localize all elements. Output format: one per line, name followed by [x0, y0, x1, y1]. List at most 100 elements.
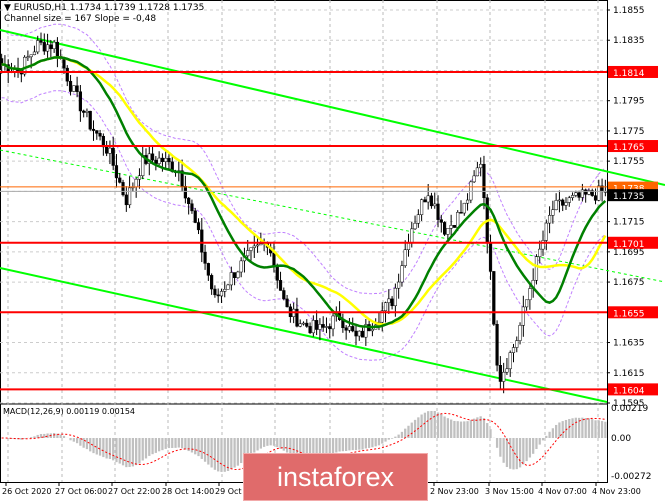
level-label: 1.1765 [613, 143, 645, 153]
candle [328, 323, 331, 338]
candle-body [404, 250, 407, 266]
macd-histogram-bar [253, 438, 255, 453]
candle [227, 284, 230, 289]
macd-histogram-bar [447, 418, 449, 438]
macd-histogram-bar [601, 421, 603, 438]
candle-body [53, 42, 56, 49]
macd-histogram-bar [473, 419, 475, 438]
candle-body [492, 271, 495, 324]
candle [568, 196, 571, 207]
candle [33, 46, 36, 55]
macd-histogram-bar [440, 414, 442, 438]
macd-histogram-bar [86, 438, 88, 449]
candle-body [230, 273, 233, 285]
candle [214, 285, 217, 297]
macd-histogram-bar [207, 438, 209, 465]
macd-histogram-bar [33, 436, 35, 438]
candle-body [456, 212, 459, 227]
candle [187, 197, 190, 214]
time-axis-label: 26 Oct 2020 [2, 487, 51, 496]
macd-histogram-bar [568, 419, 570, 438]
candle [233, 272, 236, 285]
candle [69, 75, 72, 95]
macd-histogram-bar [165, 438, 167, 449]
candle [545, 220, 548, 251]
candle-body [430, 196, 433, 206]
candle [578, 191, 581, 201]
candle-body [138, 176, 141, 179]
macd-histogram-bar [155, 438, 157, 453]
candle [460, 200, 463, 213]
macd-histogram-bar [171, 438, 173, 448]
candle-body [223, 289, 226, 291]
macd-histogram-bar [237, 438, 239, 466]
candle-body [233, 273, 236, 278]
macd-histogram-bar [273, 438, 275, 446]
candle [56, 37, 59, 67]
candle [525, 300, 528, 311]
candle-body [552, 210, 555, 216]
macd-histogram-bar [96, 438, 98, 455]
candle-body [155, 160, 158, 164]
candle-body [397, 282, 400, 288]
candle [66, 65, 69, 86]
candle [23, 55, 26, 76]
candle [387, 289, 390, 314]
candle [315, 310, 318, 335]
candle-body [437, 204, 440, 220]
candle [348, 318, 351, 333]
macd-histogram-bar [46, 433, 48, 438]
candle-body [414, 223, 417, 229]
candle-body [69, 81, 72, 91]
candle-body [302, 323, 305, 324]
candle-body [574, 193, 577, 196]
macd-histogram-bar [115, 438, 117, 462]
macd-histogram-bar [355, 438, 357, 450]
candle [27, 50, 30, 61]
macd-histogram-bar [443, 416, 445, 438]
candle [128, 176, 131, 208]
candle-body [279, 280, 282, 290]
time-axis-label: 2 Nov 23:00 [430, 487, 479, 496]
candle-body [282, 290, 285, 298]
candle-body [345, 328, 348, 331]
macd-histogram-bar [404, 429, 406, 438]
candle-body [184, 186, 187, 198]
candle [125, 186, 128, 212]
candle-body [529, 289, 532, 300]
macd-histogram-bar [453, 421, 455, 438]
macd-tick-label: -0.00272 [611, 472, 651, 482]
candle-body [489, 243, 492, 272]
candle [279, 272, 282, 291]
candle-body [420, 200, 423, 215]
macd-histogram-bar [112, 438, 114, 460]
candle-body [538, 249, 541, 257]
candle-body [260, 244, 263, 245]
candle [299, 319, 302, 327]
price-tick-label: 1.1635 [613, 339, 645, 349]
candle [466, 193, 469, 210]
candle-body [519, 325, 522, 340]
macd-histogram-bar [460, 422, 462, 438]
candle [591, 189, 594, 197]
candle-body [433, 204, 436, 206]
candle [532, 268, 535, 297]
macd-histogram-bar [283, 438, 285, 451]
candle-body [305, 323, 308, 326]
candle [76, 77, 79, 97]
macd-histogram-bar [184, 438, 186, 450]
macd-histogram-bar [348, 438, 350, 450]
candle-body [30, 55, 33, 57]
collapse-triangle-icon[interactable]: ▼ [4, 3, 14, 13]
macd-histogram-bar [266, 438, 268, 446]
candle-body [424, 200, 427, 202]
candle-body [509, 353, 512, 369]
candle-body [89, 111, 92, 129]
candle-body [447, 228, 450, 234]
candle [453, 225, 456, 228]
macd-histogram-bar [371, 438, 373, 447]
candle [476, 162, 479, 176]
macd-histogram-bar [427, 411, 429, 438]
candle-body [483, 164, 486, 198]
